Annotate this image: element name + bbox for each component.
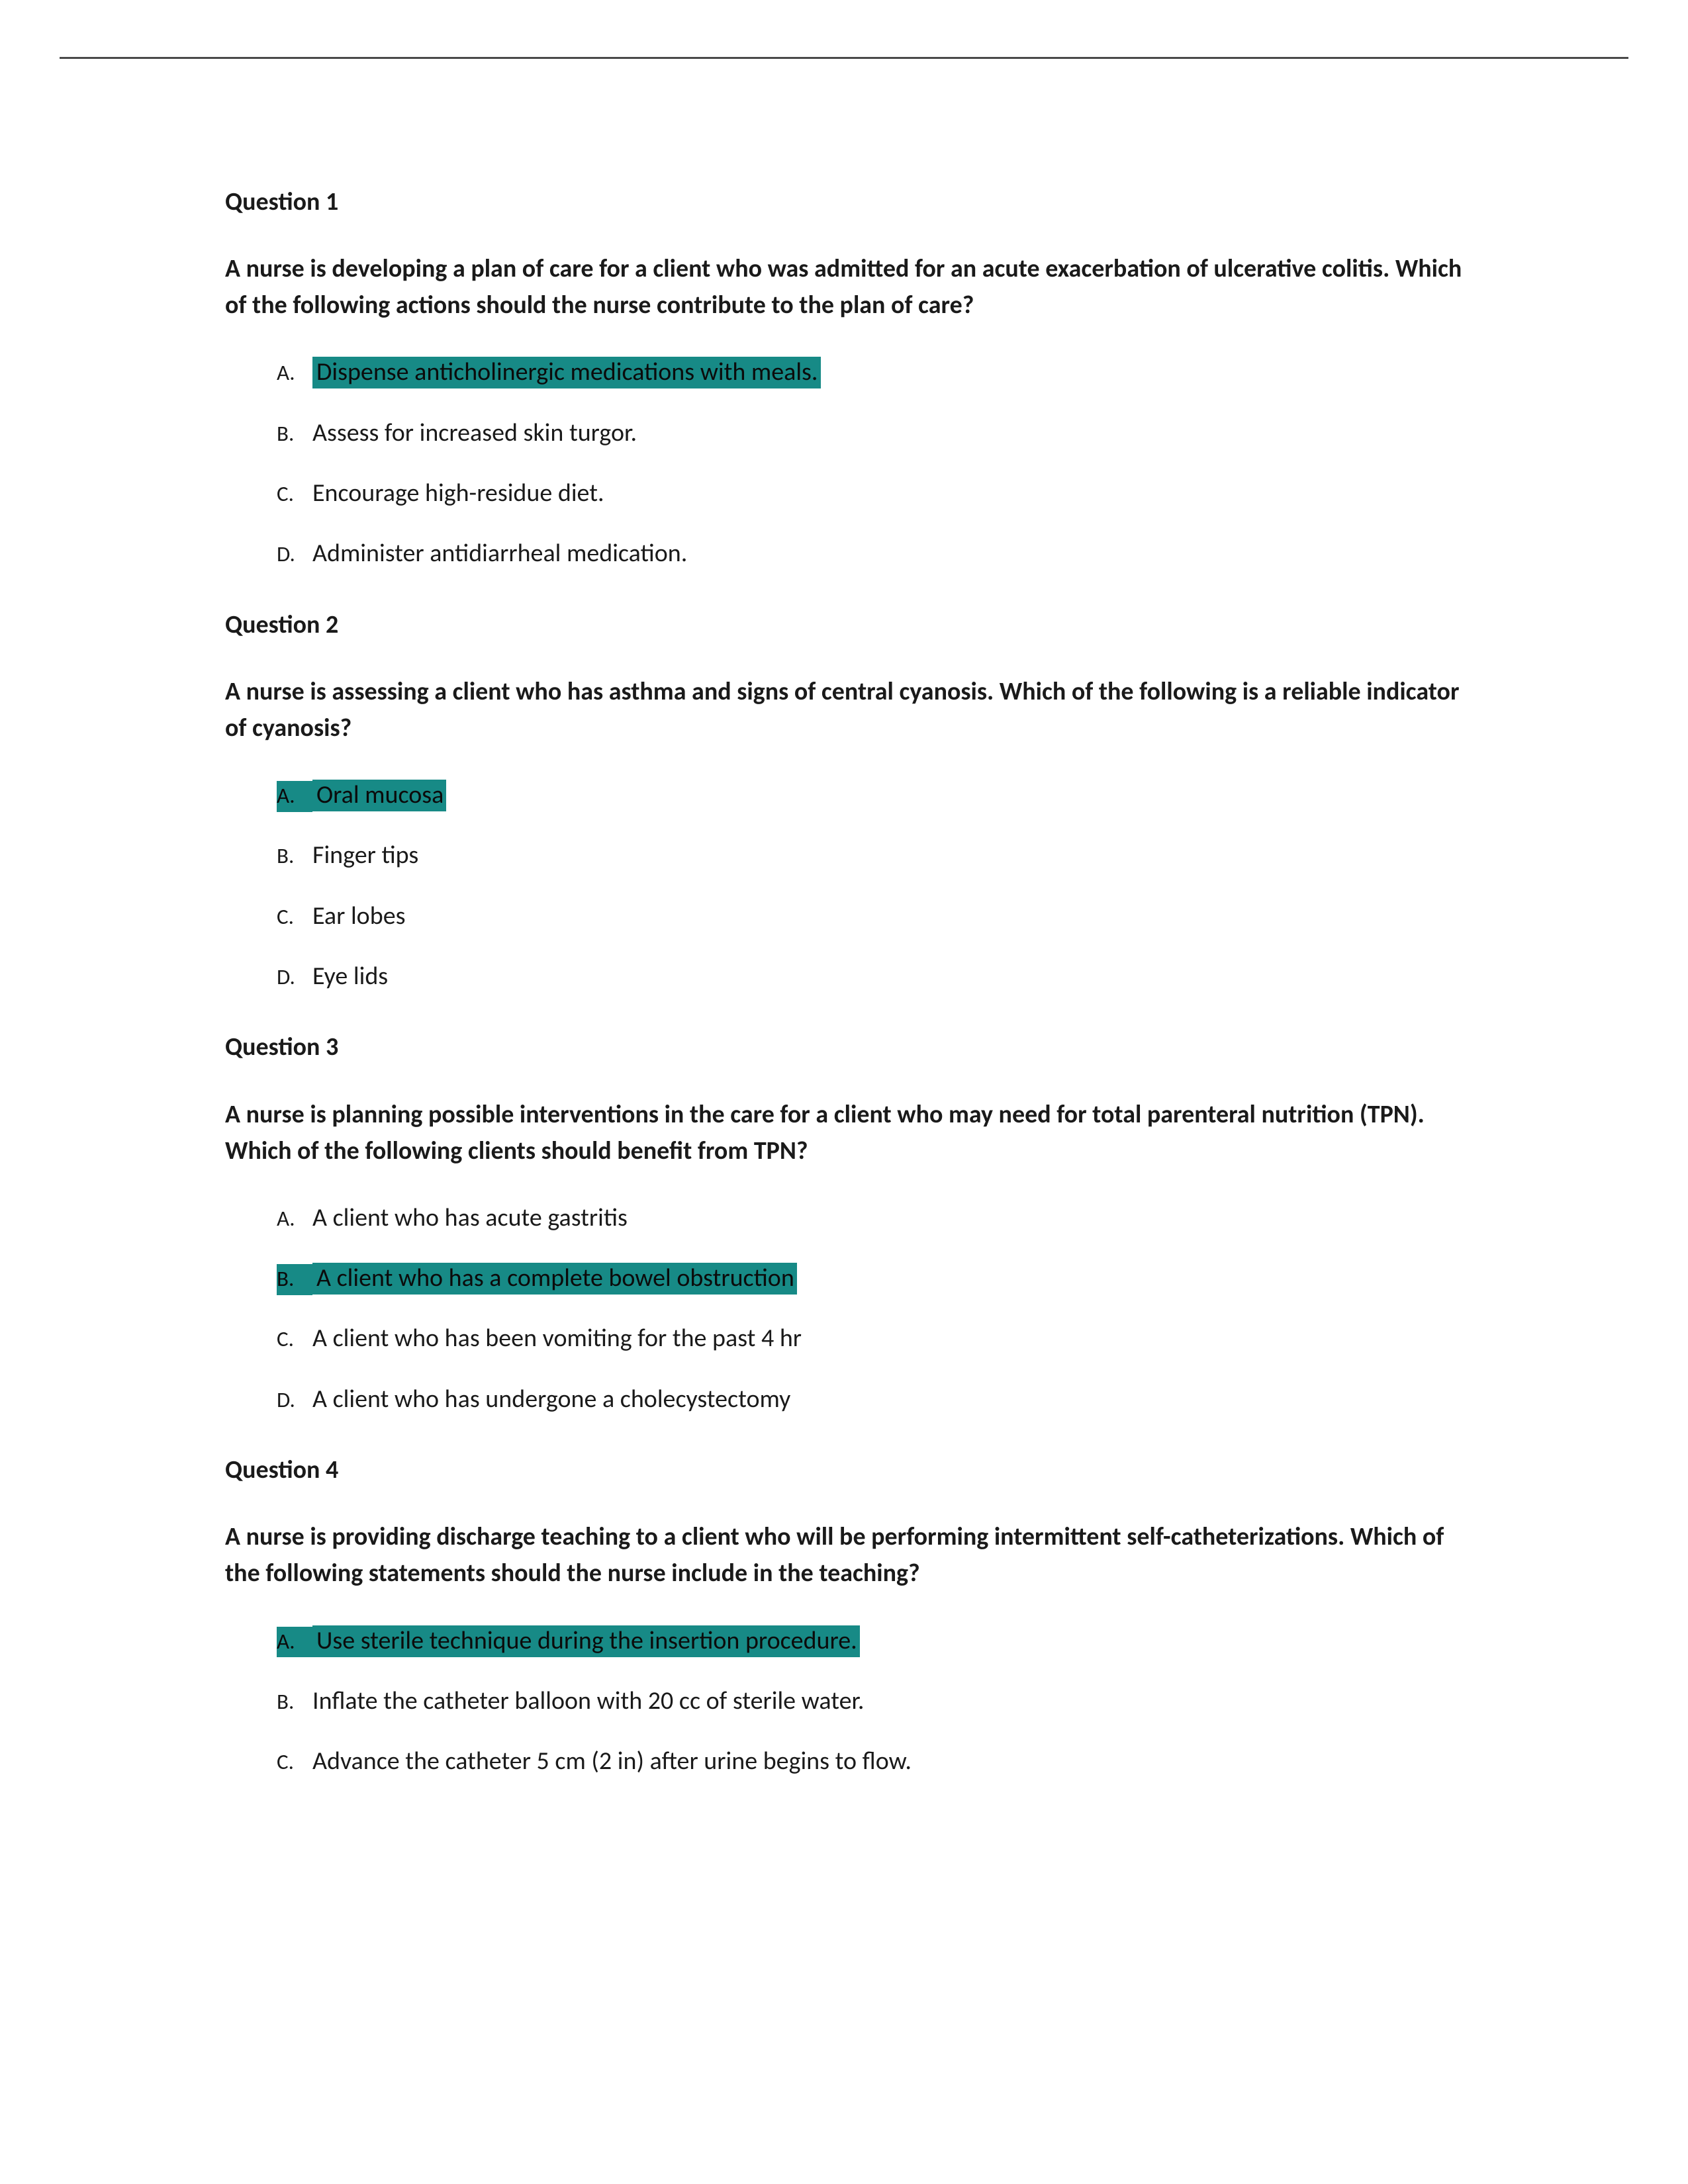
- option-letter: A.: [277, 1204, 312, 1234]
- option-letter: C.: [277, 902, 312, 932]
- option-row: B. Inflate the catheter balloon with 20 …: [277, 1684, 1470, 1718]
- option-letter: D.: [277, 539, 312, 569]
- option-row: C. Encourage high-residue diet.: [277, 477, 1470, 510]
- option-row: D. Eye lids: [277, 960, 1470, 993]
- question-block: Question 1 A nurse is developing a plan …: [225, 185, 1470, 571]
- option-letter: C.: [277, 1747, 312, 1777]
- question-stem: A nurse is developing a plan of care for…: [225, 251, 1470, 324]
- option-text: Administer antidiarrheal medication.: [312, 537, 687, 570]
- option-letter: D.: [277, 962, 312, 992]
- highlighted-answer: A client who has a complete bowel obstru…: [312, 1263, 797, 1295]
- option-letter: B.: [277, 1264, 312, 1295]
- option-row: A. Use sterile technique during the inse…: [277, 1624, 1470, 1658]
- option-text: Inflate the catheter balloon with 20 cc …: [312, 1684, 865, 1718]
- option-list: A. Use sterile technique during the inse…: [225, 1624, 1470, 1779]
- option-text: Encourage high-residue diet.: [312, 477, 604, 510]
- option-list: A. Dispense anticholinergic medications …: [225, 355, 1470, 570]
- option-text: Ear lobes: [312, 899, 405, 933]
- option-letter: A.: [277, 781, 312, 812]
- option-text: Eye lids: [312, 960, 388, 993]
- question-block: Question 4 A nurse is providing discharg…: [225, 1453, 1470, 1778]
- question-stem: A nurse is providing discharge teaching …: [225, 1519, 1470, 1592]
- highlighted-answer: Dispense anticholinergic medications wit…: [312, 357, 821, 388]
- option-text: Use sterile technique during the inserti…: [312, 1624, 860, 1658]
- header-rule: [60, 57, 1628, 59]
- content-area: Question 1 A nurse is developing a plan …: [225, 185, 1470, 1815]
- option-letter: B.: [277, 1687, 312, 1717]
- option-text: A client who has a complete bowel obstru…: [312, 1261, 797, 1295]
- option-text: Dispense anticholinergic medications wit…: [312, 355, 821, 389]
- highlighted-answer: Use sterile technique during the inserti…: [312, 1625, 860, 1657]
- question-heading: Question 3: [225, 1030, 1470, 1064]
- option-letter: C.: [277, 479, 312, 509]
- option-text: A client who has undergone a cholecystec…: [312, 1383, 790, 1416]
- option-row: A. Oral mucosa: [277, 778, 1470, 812]
- option-text: Assess for increased skin turgor.: [312, 416, 637, 450]
- document-page: Question 1 A nurse is developing a plan …: [0, 0, 1688, 2184]
- option-row: B. Finger tips: [277, 839, 1470, 872]
- option-list: A. Oral mucosa B. Finger tips C. Ear lob…: [225, 778, 1470, 993]
- option-row: C. Ear lobes: [277, 899, 1470, 933]
- option-row: B. Assess for increased skin turgor.: [277, 416, 1470, 450]
- option-text: Advance the catheter 5 cm (2 in) after u…: [312, 1745, 912, 1778]
- question-block: Question 3 A nurse is planning possible …: [225, 1030, 1470, 1416]
- question-heading: Question 1: [225, 185, 1470, 219]
- question-block: Question 2 A nurse is assessing a client…: [225, 608, 1470, 994]
- option-row: C. A client who has been vomiting for th…: [277, 1322, 1470, 1355]
- option-letter: B.: [277, 419, 312, 449]
- option-list: A. A client who has acute gastritis B. A…: [225, 1201, 1470, 1416]
- option-row: A. Dispense anticholinergic medications …: [277, 355, 1470, 389]
- option-text: Finger tips: [312, 839, 418, 872]
- option-text: A client who has been vomiting for the p…: [312, 1322, 802, 1355]
- question-stem: A nurse is assessing a client who has as…: [225, 674, 1470, 747]
- option-letter: B.: [277, 841, 312, 871]
- option-letter: A.: [277, 1627, 312, 1658]
- option-text: Oral mucosa: [312, 778, 446, 812]
- option-text: A client who has acute gastritis: [312, 1201, 628, 1235]
- option-row: D. A client who has undergone a cholecys…: [277, 1383, 1470, 1416]
- option-letter: D.: [277, 1385, 312, 1415]
- option-row: B. A client who has a complete bowel obs…: [277, 1261, 1470, 1295]
- option-row: C. Advance the catheter 5 cm (2 in) afte…: [277, 1745, 1470, 1778]
- highlighted-answer: Oral mucosa: [312, 780, 446, 811]
- option-row: A. A client who has acute gastritis: [277, 1201, 1470, 1235]
- option-letter: C.: [277, 1324, 312, 1354]
- question-heading: Question 2: [225, 608, 1470, 642]
- question-stem: A nurse is planning possible interventio…: [225, 1097, 1470, 1169]
- option-row: D. Administer antidiarrheal medication.: [277, 537, 1470, 570]
- question-heading: Question 4: [225, 1453, 1470, 1487]
- option-letter: A.: [277, 358, 312, 388]
